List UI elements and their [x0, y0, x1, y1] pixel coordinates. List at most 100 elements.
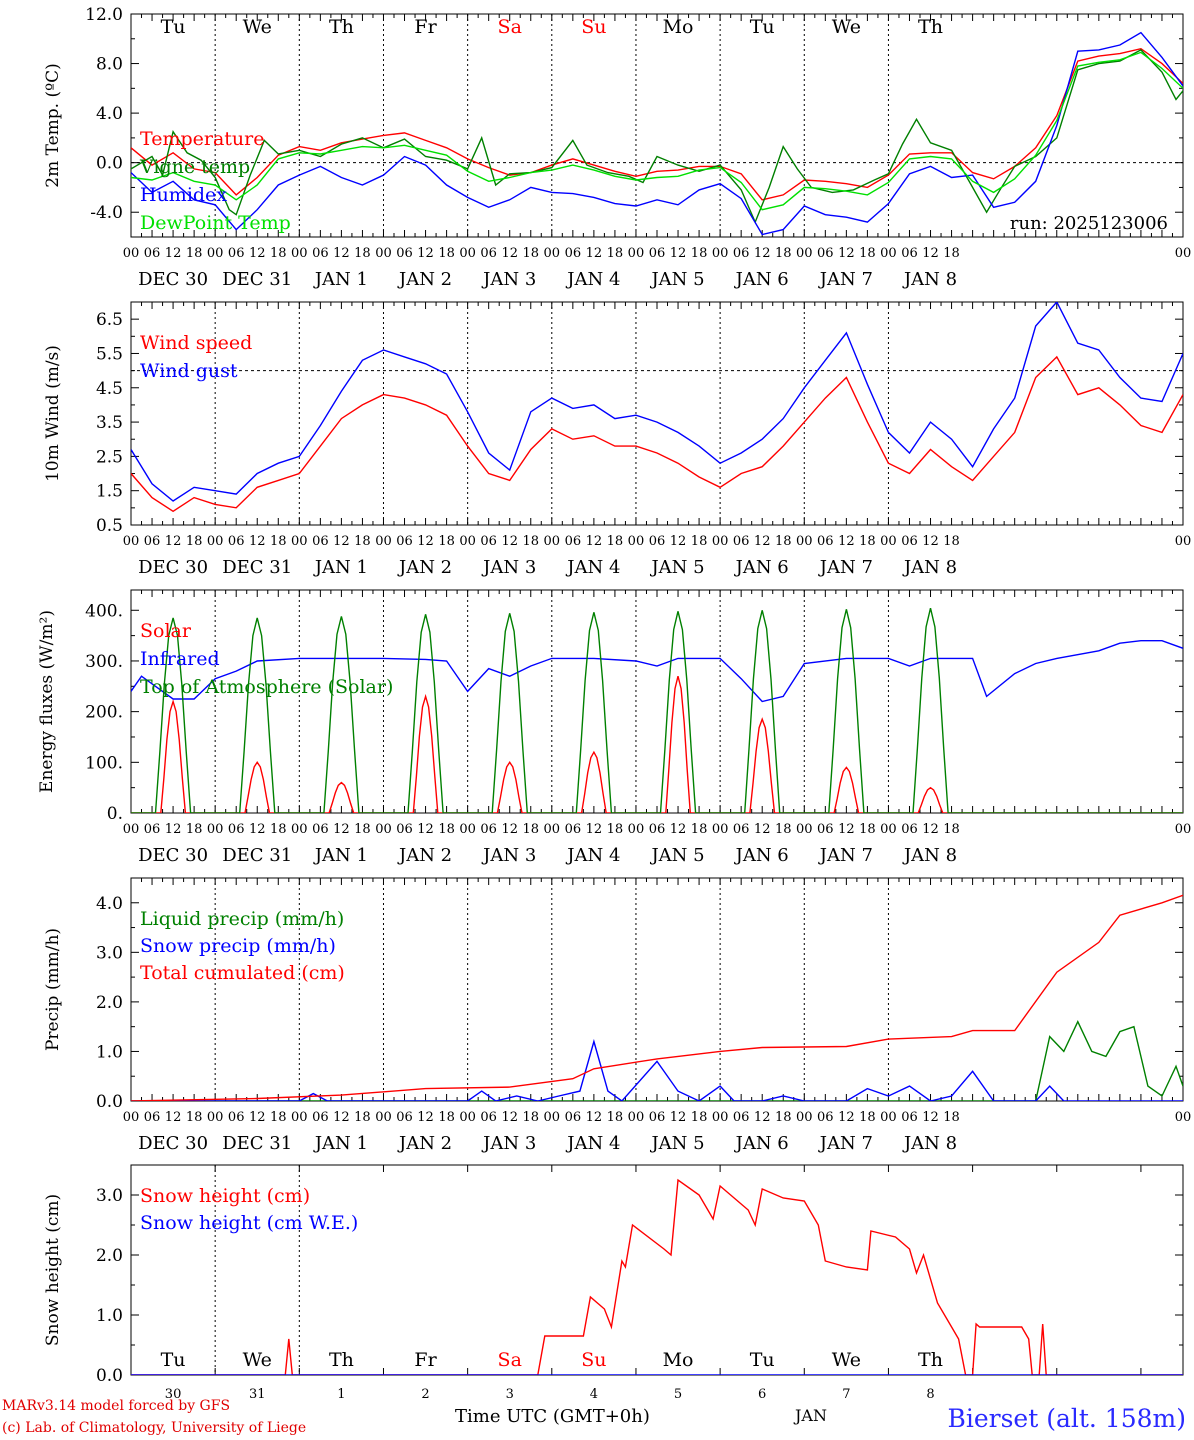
month-label: JAN [795, 1406, 827, 1425]
panel-5-legend-2: Snow height (cm W.E.) [140, 1212, 358, 1234]
panel-2-hour-label: 12 [670, 534, 687, 549]
panel-4-hour-label: 18 [522, 1110, 539, 1125]
panel-4-hour-label: 00 [207, 1110, 224, 1125]
panel-1-ytick-label: 4.0 [96, 104, 123, 124]
panel-2-hour-label: 00 [880, 534, 897, 549]
panel-1-hour-label: 00 [375, 246, 392, 261]
panel-4-day-label: JAN 7 [818, 1133, 873, 1154]
panel-1-hour-label: 12 [754, 246, 771, 261]
weekday-label-bottom: Tu [750, 1349, 775, 1371]
panel-2-day-label: JAN 8 [902, 557, 957, 578]
bottom-day-number: 3 [506, 1387, 514, 1402]
panel-2-day-label: JAN 7 [818, 557, 873, 578]
panel-4-hour-label: 00 [880, 1110, 897, 1125]
panel-4-hour-label: 00 [459, 1110, 476, 1125]
panel-3-hour-label: 06 [733, 822, 750, 837]
panel-3-hour-label: 00 [544, 822, 561, 837]
panel-4-series-liquid-precip-mm-h- [131, 1020, 1183, 1101]
panel-4-day-label: JAN 1 [313, 1133, 368, 1154]
weekday-label-bottom: Su [581, 1349, 606, 1371]
panel-4-hour-label: 06 [565, 1110, 582, 1125]
panel-3-day-label: DEC 30 [138, 845, 208, 866]
panel-2-hour-label: 12 [249, 534, 266, 549]
panel-2-ylabel: 10m Wind (m/s) [43, 345, 63, 482]
panel-1-hour-label: 00 [880, 246, 897, 261]
panel-2-hour-label: 00 [544, 534, 561, 549]
panel-4-hour-label: 12 [165, 1110, 182, 1125]
bottom-day-number: 30 [165, 1387, 182, 1402]
panel-1-hour-label: 12 [417, 246, 434, 261]
panel-5-ytick-label: 3.0 [96, 1186, 123, 1206]
panel-1-legend-4: DewPoint Temp [140, 212, 291, 234]
panel-3-ytick-label: 200. [85, 703, 123, 723]
panel-4-hour-label: 18 [354, 1110, 371, 1125]
panel-3-hour-label: 06 [396, 822, 413, 837]
panel-2-hour-label: 00 [459, 534, 476, 549]
panel-4-hour-label: 12 [670, 1110, 687, 1125]
panel-2-hour-label: 18 [522, 534, 539, 549]
panel-3-hour-label: 18 [691, 822, 708, 837]
panel-1-hour-label: 00 [1175, 246, 1192, 261]
panel-3-ytick-label: 300. [85, 652, 123, 672]
panel-3-hour-label: 12 [838, 822, 855, 837]
panel-5-ylabel: Snow height (cm) [43, 1194, 63, 1346]
panel-2-hour-label: 06 [649, 534, 666, 549]
panel-4-hour-label: 00 [1175, 1110, 1192, 1125]
panel-4-hour-label: 06 [901, 1110, 918, 1125]
bottom-day-number: 7 [842, 1387, 850, 1402]
panel-1-ytick-label: -4.0 [90, 203, 123, 223]
panel-2-hour-label: 12 [417, 534, 434, 549]
panel-4-hour-label: 12 [922, 1110, 939, 1125]
panel-2-hour-label: 18 [943, 534, 960, 549]
panel-4-hour-label: 18 [775, 1110, 792, 1125]
panel-3-hour-label: 12 [417, 822, 434, 837]
panel-1-day-label: JAN 2 [397, 269, 452, 290]
panel-4-hour-label: 00 [123, 1110, 140, 1125]
weekday-label-top: Tu [750, 16, 775, 38]
panel-4-series-total-cumulated-cm- [131, 894, 1183, 1101]
panel-2-hour-label: 12 [922, 534, 939, 549]
panel-4-hour-label: 18 [186, 1110, 203, 1125]
panel-4-hour-label: 12 [333, 1110, 350, 1125]
panel-1-hour-label: 06 [396, 246, 413, 261]
panel-2-hour-label: 00 [123, 534, 140, 549]
panel-2-hour-label: 18 [859, 534, 876, 549]
weekday-label-bottom: Th [329, 1349, 354, 1371]
weekday-label-bottom: Fr [414, 1349, 437, 1371]
panel-3-hour-label: 12 [165, 822, 182, 837]
panel-1-series-temperature [131, 47, 1183, 201]
panel-2-hour-label: 12 [754, 534, 771, 549]
panel-4-hour-label: 00 [291, 1110, 308, 1125]
panel-4-hour-label: 06 [396, 1110, 413, 1125]
panel-3-hour-label: 18 [522, 822, 539, 837]
panel-1-hour-label: 00 [544, 246, 561, 261]
panel-3-hour-label: 06 [817, 822, 834, 837]
panel-3-hour-label: 12 [333, 822, 350, 837]
panel-2-hour-label: 18 [354, 534, 371, 549]
weekday-label-top: Tu [161, 16, 186, 38]
panel-1-hour-label: 06 [817, 246, 834, 261]
panel-2-day-label: JAN 4 [565, 557, 620, 578]
panel-1-day-label: DEC 30 [138, 269, 208, 290]
panel-4-hour-label: 18 [859, 1110, 876, 1125]
panel-3-hour-label: 00 [207, 822, 224, 837]
panel-4-legend-3: Total cumulated (cm) [140, 962, 345, 984]
panel-1-frame [130, 13, 1184, 238]
panel-1-ytick-label: 12.0 [85, 5, 123, 25]
panel-4-ylabel: Precip (mm/h) [43, 928, 63, 1051]
panel-1-hour-label: 18 [186, 246, 203, 261]
weekday-label-bottom: We [243, 1349, 272, 1371]
panel-2-frame [130, 301, 1184, 526]
panel-2-hour-label: 12 [838, 534, 855, 549]
panel-4-hour-label: 00 [712, 1110, 729, 1125]
panel-2-hour-label: 06 [733, 534, 750, 549]
panel-1-hour-label: 06 [312, 246, 329, 261]
panel-3-series-solar [131, 676, 1183, 813]
panel-4-day-label: DEC 30 [138, 1133, 208, 1154]
panel-1-legend-1: Temperature [140, 128, 264, 150]
panel-4-hour-label: 06 [817, 1110, 834, 1125]
station-label: Bierset (alt. 158m) [947, 1404, 1186, 1433]
weekday-label-top: Mo [663, 16, 694, 38]
panel-3-day-label: DEC 31 [222, 845, 292, 866]
